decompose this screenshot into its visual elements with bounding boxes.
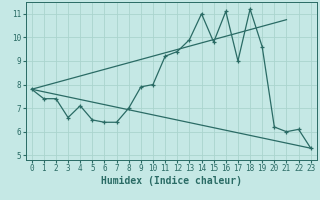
X-axis label: Humidex (Indice chaleur): Humidex (Indice chaleur): [101, 176, 242, 186]
